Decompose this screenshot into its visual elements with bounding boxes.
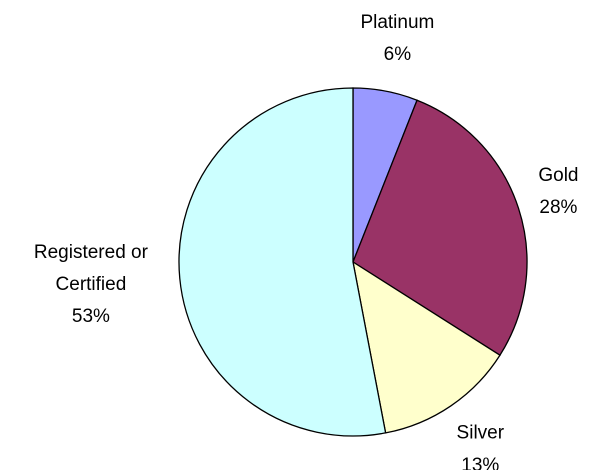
pie-slice (352, 99, 528, 357)
value-label: 13% (461, 455, 499, 470)
category-label: Silver (457, 423, 505, 444)
value-label: 53% (72, 306, 110, 327)
category-label: Platinum (360, 12, 434, 33)
pie-slice (178, 87, 387, 437)
value-label: 28% (539, 197, 577, 218)
category-label: Registered or Certified (34, 242, 149, 295)
value-label: 6% (384, 44, 412, 65)
pie-slice (352, 260, 501, 434)
category-label: Gold (538, 165, 578, 186)
